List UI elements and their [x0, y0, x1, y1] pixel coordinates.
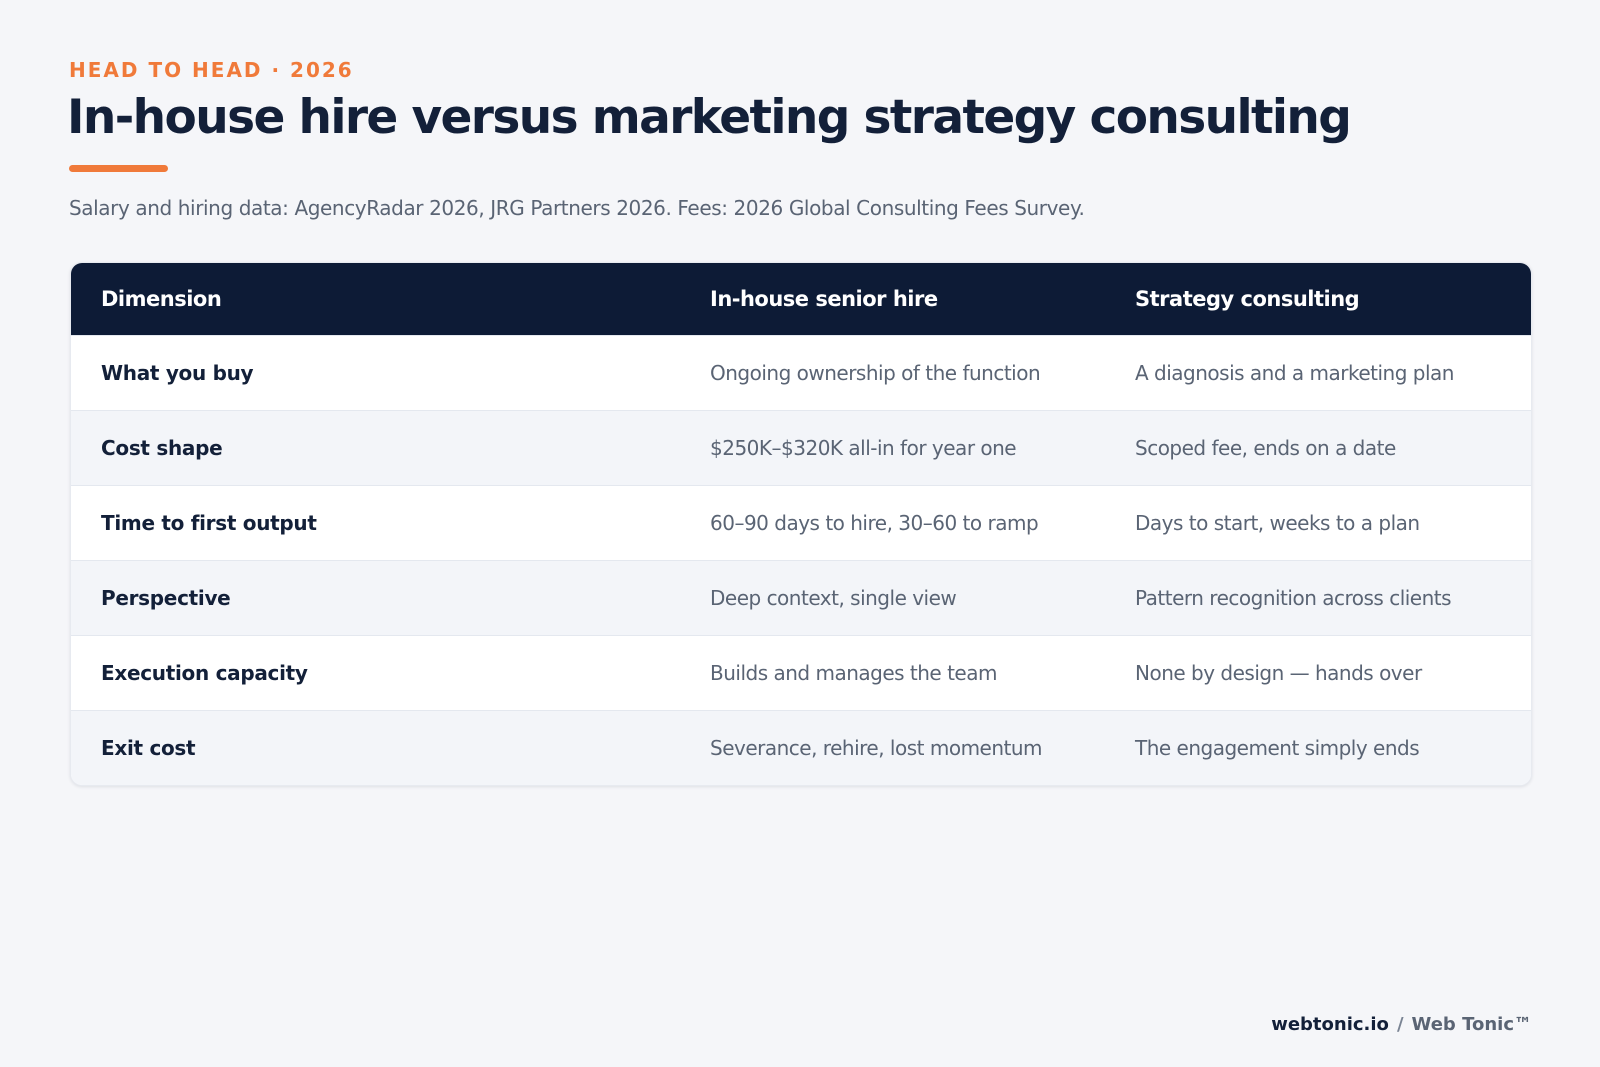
column-header-consulting: Strategy consulting — [1135, 287, 1360, 311]
table-row: Execution capacity Builds and manages th… — [71, 635, 1531, 710]
in-house-value: Ongoing ownership of the function — [710, 361, 1041, 385]
column-header-dimension: Dimension — [101, 287, 222, 311]
table-row: Time to first output 60–90 days to hire,… — [71, 485, 1531, 560]
eyebrow-label: HEAD TO HEAD · 2026 — [69, 58, 354, 82]
row-dimension-label: Exit cost — [101, 736, 196, 760]
footer-site-link[interactable]: webtonic.io — [1271, 1014, 1389, 1035]
consulting-value: None by design — hands over — [1135, 661, 1422, 685]
column-header-in-house: In-house senior hire — [710, 287, 938, 311]
consulting-value: The engagement simply ends — [1135, 736, 1420, 760]
table-row: What you buy Ongoing ownership of the fu… — [71, 335, 1531, 410]
consulting-value: Pattern recognition across clients — [1135, 586, 1452, 610]
page-title: In-house hire versus marketing strategy … — [67, 90, 1352, 145]
in-house-value: Severance, rehire, lost momentum — [710, 736, 1043, 760]
row-dimension-label: Execution capacity — [101, 661, 308, 685]
row-dimension-label: Cost shape — [101, 436, 223, 460]
consulting-value: Days to start, weeks to a plan — [1135, 511, 1420, 535]
in-house-value: Deep context, single view — [710, 586, 957, 610]
in-house-value: Builds and manages the team — [710, 661, 997, 685]
row-dimension-label: What you buy — [101, 361, 254, 385]
footer-credit: webtonic.io / Web Tonic™ — [1271, 1014, 1532, 1035]
in-house-value: 60–90 days to hire, 30–60 to ramp — [710, 511, 1039, 535]
in-house-value: $250K–$320K all-in for year one — [710, 436, 1017, 460]
consulting-value: A diagnosis and a marketing plan — [1135, 361, 1454, 385]
footer-separator: / — [1396, 1014, 1404, 1035]
table-header-row: Dimension In-house senior hire Strategy … — [71, 263, 1531, 335]
source-note: Salary and hiring data: AgencyRadar 2026… — [69, 196, 1085, 220]
comparison-table: Dimension In-house senior hire Strategy … — [70, 262, 1532, 786]
title-accent-bar — [69, 165, 168, 172]
table-row: Perspective Deep context, single view Pa… — [71, 560, 1531, 635]
table-row: Exit cost Severance, rehire, lost moment… — [71, 710, 1531, 785]
row-dimension-label: Perspective — [101, 586, 231, 610]
footer-brand: Web Tonic™ — [1411, 1014, 1532, 1035]
consulting-value: Scoped fee, ends on a date — [1135, 436, 1396, 460]
table-row: Cost shape $250K–$320K all-in for year o… — [71, 410, 1531, 485]
row-dimension-label: Time to first output — [101, 511, 317, 535]
